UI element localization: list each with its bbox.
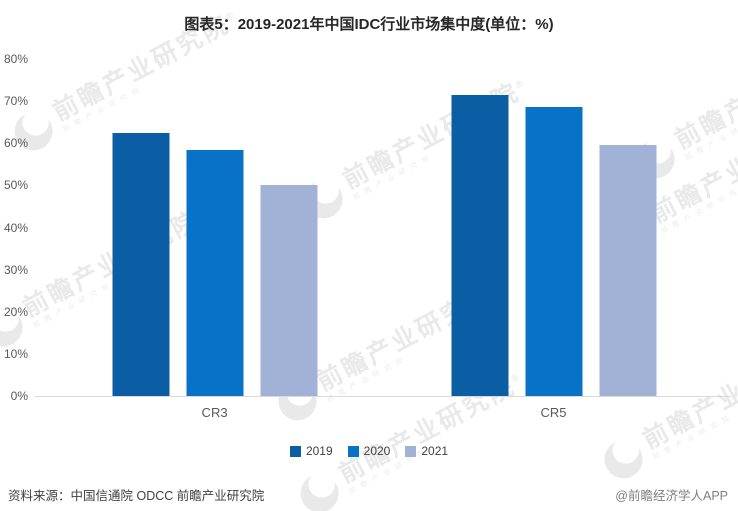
bar-group-CR5 <box>451 94 657 396</box>
y-tick-40pct: 40% <box>3 220 28 235</box>
legend-item-2019: 2019 <box>289 444 333 458</box>
legend: 2019 2020 2021 <box>0 444 738 458</box>
bar-2020-CR5 <box>525 107 583 396</box>
legend-label-2020: 2020 <box>363 444 391 458</box>
y-tick-60pct: 60% <box>3 136 28 151</box>
legend-item-2020: 2020 <box>347 444 391 458</box>
y-tick-80pct: 80% <box>3 52 28 66</box>
bar-2019-CR5 <box>451 94 509 396</box>
source-text: 资料来源：中国信通院 ODCC 前瞻产业研究院 <box>8 489 265 503</box>
bar-2021-CR3 <box>260 185 318 396</box>
attribution-text: @前瞻经济学人APP <box>615 489 728 503</box>
bar-2020-CR3 <box>186 149 244 396</box>
y-tick-70pct: 70% <box>3 94 28 109</box>
legend-item-2021: 2021 <box>405 444 448 458</box>
legend-label-2019: 2019 <box>305 444 333 458</box>
legend-swatch-2021 <box>405 445 417 457</box>
plot-area: 0% 10% 20% 30% 40% 50% 60% 70% 80% CR3 CR5 <box>4 52 731 420</box>
bar-2019-CR3 <box>112 132 170 396</box>
y-tick-50pct: 50% <box>3 178 28 193</box>
chart-title: 图表5：2019-2021年中国IDC行业市场集中度(单位：%) <box>184 16 554 33</box>
bar-2021-CR5 <box>599 145 657 396</box>
legend-label-2021: 2021 <box>421 444 449 458</box>
y-tick-20pct: 20% <box>3 304 28 319</box>
legend-swatch-2019 <box>289 445 301 457</box>
bar-group-CR3 <box>112 132 318 396</box>
category-label-CR3: CR3 <box>201 405 228 420</box>
y-tick-30pct: 30% <box>3 262 28 277</box>
watermark-logo-icon <box>293 467 346 511</box>
y-tick-0pct: 0% <box>10 389 28 403</box>
watermark-logo-icon <box>597 433 650 486</box>
legend-swatch-2020 <box>347 445 359 457</box>
category-label-CR5: CR5 <box>540 405 567 420</box>
y-tick-10pct: 10% <box>3 346 28 361</box>
